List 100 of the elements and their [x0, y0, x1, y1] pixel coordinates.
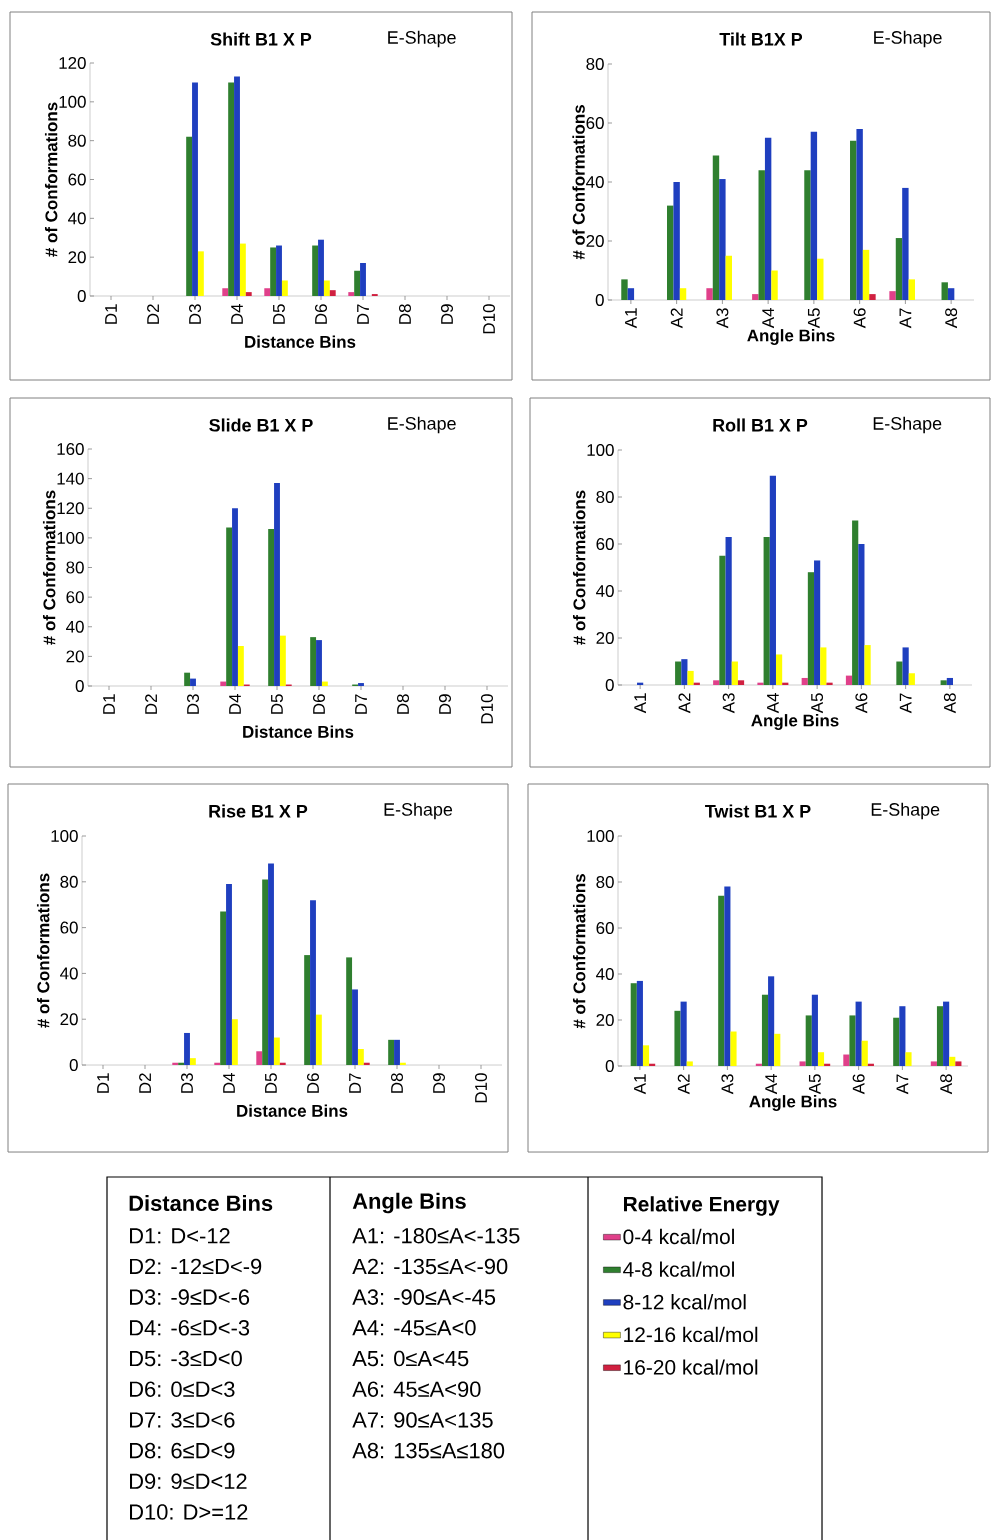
- x-tick-label: D2: [147, 304, 159, 324]
- y-tick-label: 20: [66, 650, 84, 663]
- y-tick-label: 40: [66, 620, 84, 633]
- bar: [905, 1052, 912, 1067]
- y-tick-label: 20: [60, 1013, 78, 1026]
- bar: [941, 282, 948, 300]
- bar: [804, 170, 811, 300]
- bar: [256, 1051, 263, 1066]
- y-tick-label: 60: [586, 117, 604, 130]
- text: Angle Bins: [352, 1192, 466, 1214]
- bar: [627, 288, 635, 300]
- x-tick-label: A2: [670, 308, 683, 329]
- x-tick-label: A6: [853, 308, 866, 329]
- bar: [318, 239, 324, 296]
- bar: [712, 155, 720, 300]
- bar: [357, 1048, 364, 1066]
- bar: [237, 646, 244, 687]
- chart-title: Slide B1 X P: [209, 418, 313, 432]
- legend-label: 16-20 kcal/mol: [624, 1359, 758, 1375]
- bar: [281, 280, 288, 296]
- bar: [949, 1056, 956, 1067]
- bar: [220, 911, 227, 1066]
- y-tick-label: 80: [66, 561, 84, 574]
- bar: [642, 1045, 650, 1067]
- bar: [687, 670, 694, 686]
- bar: [310, 637, 317, 687]
- bar: [737, 680, 745, 686]
- y-tick-label: 100: [59, 95, 86, 108]
- bar: [930, 1061, 937, 1067]
- bar: [817, 1052, 825, 1067]
- bar: [940, 680, 947, 686]
- y-tick-label: 0: [605, 1060, 614, 1073]
- bar: [899, 1006, 906, 1067]
- x-tick-label: D1: [103, 694, 115, 714]
- bar: [231, 1019, 238, 1066]
- y-tick-label: 40: [60, 967, 78, 980]
- x-tick-label: A7: [899, 693, 912, 714]
- x-tick-label: A6: [855, 693, 868, 714]
- x-tick-label: A8: [945, 308, 958, 329]
- bar: [276, 245, 282, 296]
- bar: [636, 980, 643, 1067]
- bar: [850, 140, 857, 300]
- x-tick-label: D4: [223, 1073, 235, 1093]
- x-tick-label: D2: [139, 1073, 151, 1093]
- chart-title: Tilt B1X P: [719, 32, 803, 46]
- bar: [769, 475, 776, 686]
- y-tick-label: 20: [596, 1014, 614, 1027]
- y-tick-label: 0: [595, 294, 604, 307]
- chart-title: Roll B1 X P: [713, 418, 808, 432]
- bar: [399, 1062, 406, 1066]
- bar: [680, 1001, 687, 1067]
- bar: [807, 572, 815, 686]
- y-tick-label: 20: [68, 251, 86, 264]
- x-tick-label: A1: [634, 693, 646, 714]
- bar: [358, 683, 364, 687]
- legend-label: 8-12 kcal/mol: [623, 1294, 746, 1310]
- bar: [675, 661, 682, 686]
- bar: [826, 682, 833, 686]
- bar: [321, 681, 328, 687]
- y-tick-label: 40: [68, 212, 86, 225]
- x-tick-label: D9: [439, 694, 451, 714]
- bar: [686, 1061, 693, 1067]
- text: A1: -180≤A<-135: [352, 1227, 520, 1244]
- bar: [394, 1039, 400, 1066]
- chart-title: Rise B1 X P: [209, 804, 308, 818]
- y-tick-label: 80: [596, 491, 614, 504]
- text: D3: -9≤D<-6: [130, 1289, 250, 1305]
- text: D1: D<-12: [130, 1228, 230, 1244]
- bar: [354, 270, 361, 296]
- chart-title: Shift B1 X P: [210, 32, 312, 46]
- bar: [719, 179, 726, 300]
- x-tick-label: A4: [767, 693, 779, 714]
- x-tick-label: D7: [355, 694, 367, 714]
- bar: [955, 1061, 962, 1067]
- bar: [268, 529, 275, 687]
- bar: [184, 1032, 190, 1066]
- bar: [768, 976, 775, 1067]
- x-tick-label: D7: [349, 1073, 361, 1093]
- bar: [763, 536, 770, 686]
- x-tick-label: A1: [634, 1074, 646, 1095]
- chart-subtitle: E-Shape: [388, 416, 456, 434]
- text: D2: -12≤D<-9: [130, 1258, 262, 1275]
- bar: [810, 131, 818, 300]
- x-tick-label: D8: [397, 694, 409, 714]
- text: A5: 0≤A<45: [352, 1350, 469, 1367]
- bar: [947, 288, 955, 300]
- x-tick-label: A1: [625, 308, 637, 329]
- bar: [862, 249, 870, 300]
- bar: [757, 682, 764, 686]
- x-tick-label: D10: [483, 304, 495, 334]
- x-tick-label: A6: [852, 1074, 865, 1095]
- bar: [279, 635, 286, 687]
- bar: [239, 243, 246, 296]
- bar: [895, 238, 903, 300]
- legend-label: 4-8 kcal/mol: [623, 1261, 734, 1277]
- text: D5: -3≤D<0: [130, 1350, 242, 1367]
- bar: [681, 659, 688, 686]
- x-tick-label: A8: [943, 693, 956, 714]
- bar: [679, 288, 687, 300]
- bar: [226, 527, 233, 687]
